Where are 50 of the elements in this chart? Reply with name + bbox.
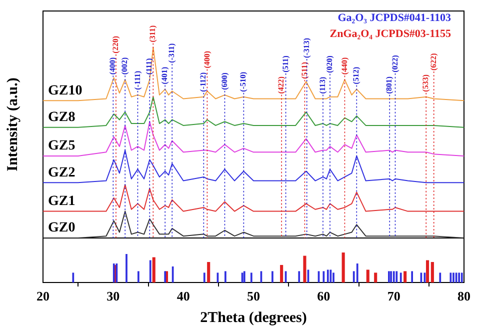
- bar: [280, 264, 284, 282]
- annotation: (401): [160, 66, 170, 84]
- annotation: (512): [352, 66, 361, 84]
- annotation: (-111): [132, 70, 142, 90]
- annotation: (-313): [302, 38, 311, 58]
- annotation: (511): [280, 55, 290, 72]
- text: ZnGa₂O₄ JCPDS#03-1155: [330, 27, 451, 42]
- annotation: (113): [318, 76, 328, 94]
- x-tick-label: 40: [176, 288, 190, 304]
- bar: [366, 270, 370, 282]
- x-tick-label: 20: [36, 288, 50, 304]
- annotation: (-510): [238, 72, 248, 92]
- y-axis-title: Intensity (a.u.): [4, 78, 21, 172]
- x-tick-label: 30: [106, 288, 120, 304]
- annotation: (111): [144, 58, 154, 75]
- annotation: (-112): [198, 72, 208, 92]
- bar: [430, 262, 434, 282]
- series-label: GZ1: [48, 194, 76, 209]
- series-label: GZ5: [48, 138, 76, 154]
- annotation: (801): [384, 76, 394, 94]
- series-label: GZ0: [48, 220, 76, 236]
- annotation: (440): [340, 57, 349, 75]
- series-label: GZ10: [48, 83, 82, 98]
- bar: [374, 272, 378, 282]
- bar: [152, 257, 156, 282]
- series-label: GZ2: [48, 165, 76, 180]
- annotation: (-311): [167, 42, 176, 63]
- bar: [207, 262, 210, 282]
- annotation: (022): [390, 54, 400, 72]
- annotation: (002): [120, 57, 130, 75]
- text: Ga₂O₃ JCPDS#041-1103: [336, 11, 451, 26]
- x-tick-label: 70: [387, 288, 400, 304]
- bar: [303, 256, 306, 282]
- annotation: (020): [325, 55, 334, 73]
- annotation: (400): [108, 57, 118, 75]
- text: (311): [148, 25, 158, 42]
- annotation: (220): [111, 36, 120, 54]
- series-label: GZ8: [48, 110, 76, 125]
- x-axis-title: 2Theta (degrees): [200, 310, 307, 326]
- x-tick-label: 50: [247, 288, 260, 304]
- bar: [426, 260, 430, 282]
- annotation: (400): [202, 50, 212, 68]
- annotation: (600): [220, 72, 229, 90]
- bar: [404, 271, 407, 282]
- annotation: (422): [276, 76, 286, 94]
- annotation: (533): [421, 74, 430, 92]
- x-tick-label: 60: [317, 288, 330, 304]
- bar: [342, 252, 345, 282]
- x-tick-label: 80: [458, 288, 470, 304]
- annotation: (622): [428, 52, 438, 71]
